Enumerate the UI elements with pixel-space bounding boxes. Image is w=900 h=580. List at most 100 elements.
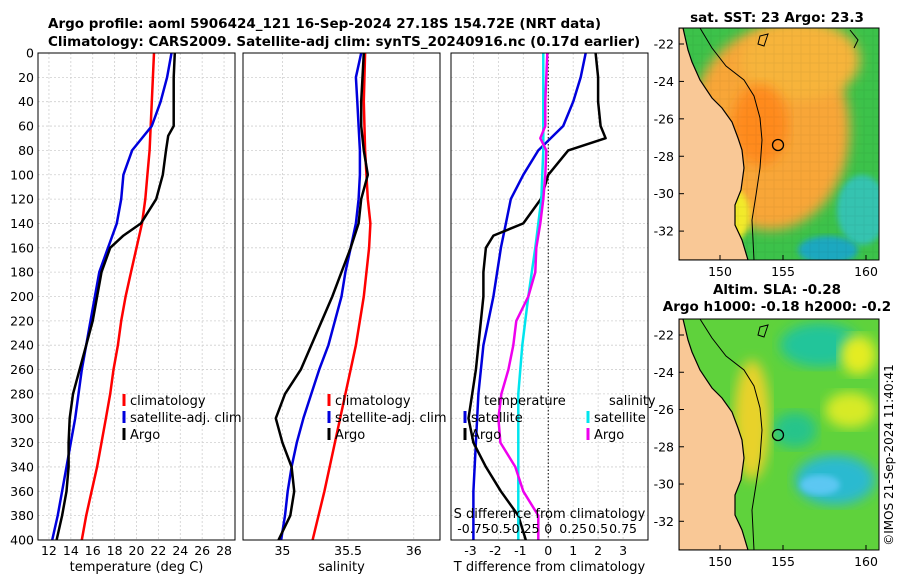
sla-argo-location bbox=[771, 428, 785, 442]
salinity-xtick-label: 36 bbox=[406, 543, 422, 558]
salinity-profile-panel: 35 35.5 36 salinity climatology satellite-adj… bbox=[242, 52, 447, 575]
sst-ticks-lat-label: -32 bbox=[654, 224, 674, 239]
sla-cool-north bbox=[780, 323, 860, 367]
differences-series-t-argo bbox=[467, 52, 607, 541]
salinity-xlabel: salinity bbox=[318, 560, 365, 575]
sst-ticks-lon-label: 155 bbox=[771, 264, 795, 279]
sst-isobath bbox=[699, 28, 763, 260]
temperature-legend-label: Argo bbox=[130, 428, 160, 443]
diff-xtick2-label: 0.75 bbox=[609, 521, 637, 536]
depth-tick-label: 280 bbox=[10, 386, 34, 401]
sst-map-ticks: -22 -24 -26 -28 -30 -32 150 155 160 bbox=[654, 37, 878, 280]
diff-xtick2-label: 0.5 bbox=[588, 521, 608, 536]
depth-tick-label: 240 bbox=[10, 338, 34, 353]
differences-xtick-label: 2 bbox=[594, 543, 602, 558]
differences-xtick-label: -3 bbox=[464, 543, 476, 558]
sst-reef-outline bbox=[757, 33, 769, 47]
temperature-xtick-label: 24 bbox=[172, 543, 188, 558]
diff-xlabel2: S difference from climatology bbox=[454, 507, 646, 522]
sla-ticks-lat-label: -30 bbox=[654, 477, 674, 492]
diff-legend-label-s: satellite bbox=[594, 411, 646, 426]
differences-frame bbox=[450, 52, 649, 541]
sst-ticks-lat-label: -26 bbox=[654, 111, 674, 126]
temperature-profile-panel: 12 14 16 18 20 22 24 26 280204060801001201401601… bbox=[10, 46, 241, 576]
diff-xtick2-label: 0 bbox=[544, 521, 552, 536]
sst-ticks-lat-label: -30 bbox=[654, 186, 674, 201]
sla-map-title1: Altim. SLA: -0.28 bbox=[713, 282, 841, 298]
depth-tick-label: 200 bbox=[10, 289, 34, 304]
sst-island-outline bbox=[849, 29, 859, 49]
temperature-frame bbox=[37, 52, 236, 541]
sla-ticks-lat-label: -24 bbox=[654, 365, 674, 380]
diff-legend-title-left: temperature bbox=[484, 394, 566, 409]
salinity-frame bbox=[242, 52, 441, 541]
depth-tick-label: 360 bbox=[10, 484, 34, 499]
salinity-legend-label: Argo bbox=[335, 428, 365, 443]
sla-ticks-lat-label: -22 bbox=[654, 328, 674, 343]
sst-map: sat. SST: 23 Argo: 23.3 -22-24-26-28-30-… bbox=[654, 10, 880, 280]
timestamp-label: ©IMOS 21-Sep-2024 11:40:41 bbox=[882, 364, 896, 546]
diff-xtick2-label: -0.75 bbox=[457, 521, 489, 536]
sla-ticks-lon-label: 155 bbox=[771, 554, 795, 569]
depth-tick-label: 0 bbox=[26, 46, 34, 61]
sla-reef-outline bbox=[757, 324, 769, 338]
temperature-legend-label: climatology bbox=[130, 394, 206, 409]
depth-tick-label: 140 bbox=[10, 216, 34, 231]
temperature-legend-label: satellite-adj. clim bbox=[130, 411, 242, 426]
difference-profile-panel: -3 -2 -1 0 1 2 3 T difference from climatology t… bbox=[450, 52, 656, 575]
sla-high-north bbox=[840, 335, 876, 375]
diff-xtick2-label: 0.25 bbox=[559, 521, 587, 536]
temperature-xlabel: temperature (deg C) bbox=[70, 560, 204, 575]
sla-ticks-lat-label: -26 bbox=[654, 402, 674, 417]
depth-tick-label: 80 bbox=[18, 143, 34, 158]
salinity-series-climatology bbox=[311, 52, 372, 541]
sla-land bbox=[679, 319, 749, 550]
differences-series-t-satellite bbox=[472, 52, 587, 540]
differences-xtick-label: -1 bbox=[514, 543, 526, 558]
figure-title-line1: Argo profile: aoml 5906424_121 16-Sep-20… bbox=[48, 16, 601, 32]
depth-tick-label: 300 bbox=[10, 411, 34, 426]
temperature-series-argo bbox=[55, 52, 177, 541]
temperature-xtick-label: 26 bbox=[194, 543, 210, 558]
sst-ticks-lat-label: -28 bbox=[654, 149, 674, 164]
sla-map-ticks: -22 -24 -26 -28 -30 -32 150 155 160 bbox=[654, 328, 878, 570]
sla-map: Altim. SLA: -0.28 Argo h1000: -0.18 h200… bbox=[654, 282, 892, 569]
temperature-xtick-label: 18 bbox=[107, 543, 123, 558]
sst-ticks-lat-label: -22 bbox=[654, 37, 674, 52]
depth-tick-label: 180 bbox=[10, 265, 34, 280]
diff-xtick2-label: -0.25 bbox=[507, 521, 539, 536]
differences-xtick-label: 1 bbox=[569, 543, 577, 558]
diff-legend-label-s: Argo bbox=[594, 428, 624, 443]
sla-eddy bbox=[773, 412, 817, 448]
depth-tick-label: 60 bbox=[18, 119, 34, 134]
depth-tick-label: 160 bbox=[10, 240, 34, 255]
depth-tick-label: 380 bbox=[10, 508, 34, 523]
sla-high-patch bbox=[825, 392, 875, 428]
depth-tick-label: 120 bbox=[10, 192, 34, 207]
figure-title-line2: Climatology: CARS2009. Satellite-adj cli… bbox=[48, 34, 640, 50]
sst-map-title: sat. SST: 23 Argo: 23.3 bbox=[690, 10, 864, 26]
temperature-xtick-label: 14 bbox=[63, 543, 79, 558]
differences-xtick-label: -2 bbox=[489, 543, 501, 558]
temperature-xtick-label: 16 bbox=[85, 543, 101, 558]
sst-ticks-lat-label: -24 bbox=[654, 74, 674, 89]
differences-xtick-label: 3 bbox=[619, 543, 627, 558]
salinity-series-argo bbox=[274, 52, 370, 541]
depth-tick-label: 20 bbox=[18, 70, 34, 85]
differences-xtick-label: 0 bbox=[544, 543, 552, 558]
sla-cool-core bbox=[800, 475, 840, 495]
differences-series-s-argo bbox=[497, 52, 549, 540]
depth-tick-label: 40 bbox=[18, 94, 34, 109]
depth-tick-label: 100 bbox=[10, 167, 34, 182]
salinity-xtick-label: 35 bbox=[274, 543, 290, 558]
diff-legend-label-t: Argo bbox=[471, 428, 501, 443]
sst-argo-location bbox=[771, 138, 785, 152]
sla-ticks-lon-label: 150 bbox=[708, 554, 732, 569]
depth-tick-label: 340 bbox=[10, 459, 34, 474]
salinity-legend-label: climatology bbox=[335, 394, 411, 409]
diff-legend-title-right: salinity bbox=[609, 394, 656, 409]
sst-ticks-lon-label: 160 bbox=[854, 264, 878, 279]
sst-ticks-lon-label: 150 bbox=[708, 264, 732, 279]
temperature-series-climatology bbox=[80, 52, 156, 541]
sla-ticks-lat-label: -28 bbox=[654, 439, 674, 454]
